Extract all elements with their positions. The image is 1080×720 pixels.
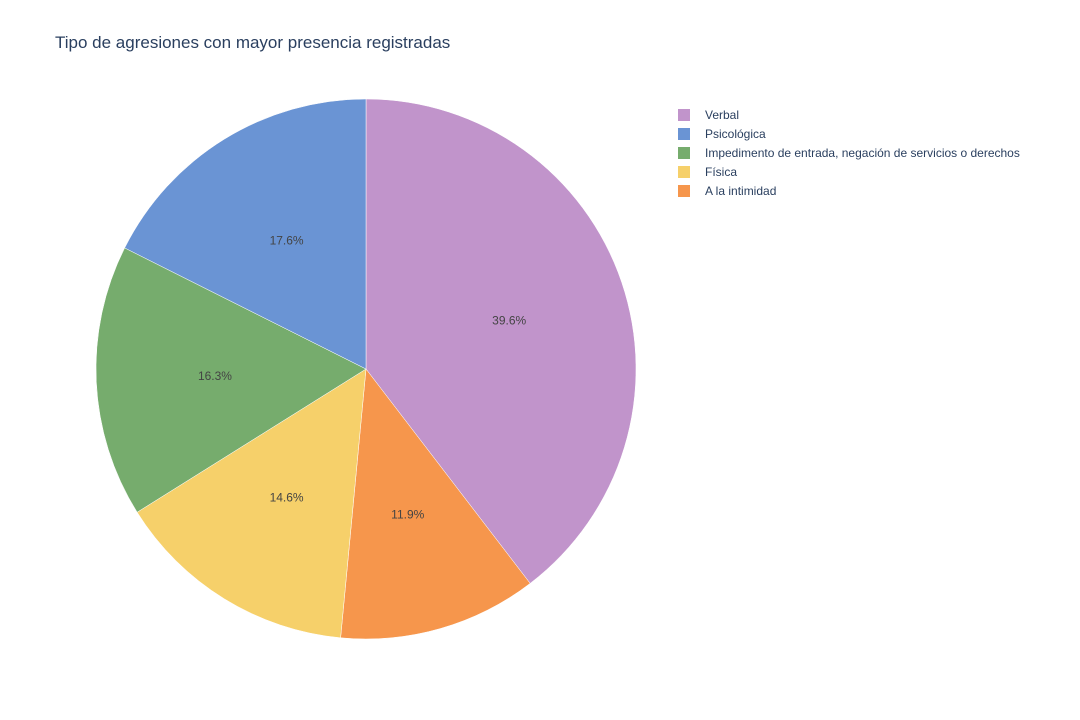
legend-item-psicologica[interactable]: Psicológica bbox=[678, 124, 1020, 143]
legend-item-verbal[interactable]: Verbal bbox=[678, 105, 1020, 124]
pie-slice-psicologica[interactable] bbox=[124, 98, 367, 370]
legend-label-psicologica: Psicológica bbox=[705, 126, 766, 141]
legend-swatch-verbal bbox=[678, 108, 690, 121]
slice-label-fisica: 14.6% bbox=[270, 491, 304, 505]
legend-item-impedimento-de-entrada-negacion-de-servicios-o-derechos[interactable]: Impedimento de entrada, negación de serv… bbox=[678, 143, 1020, 162]
legend: Verbal Psicológica Impedimento de entrada,… bbox=[678, 105, 1020, 200]
legend-label-impedimento-de-entrada-negacion-de-servicios-o-derechos: Impedimento de entrada, negación de serv… bbox=[705, 145, 1020, 160]
slice-label-a-la-intimidad: 11.9% bbox=[391, 507, 424, 521]
pie-slice-a-la-intimidad[interactable] bbox=[340, 368, 531, 640]
legend-swatch-impedimento-de-entrada-negacion-de-servicios-o-derechos bbox=[678, 146, 690, 159]
legend-label-a-la-intimidad: A la intimidad bbox=[705, 183, 777, 198]
slice-label-psicologica: 17.6% bbox=[270, 233, 304, 247]
pie-slice-impedimento-de-entrada-negacion-de-servicios-o-derechos[interactable] bbox=[95, 247, 367, 513]
slice-label-verbal: 39.6% bbox=[492, 313, 526, 327]
legend-item-fisica[interactable]: Física bbox=[678, 162, 1020, 181]
pie-slice-fisica[interactable] bbox=[136, 368, 367, 639]
legend-swatch-a-la-intimidad bbox=[678, 184, 690, 197]
legend-item-a-la-intimidad[interactable]: A la intimidad bbox=[678, 181, 1020, 200]
legend-swatch-psicologica bbox=[678, 127, 690, 140]
pie-slices bbox=[95, 98, 637, 640]
legend-label-verbal: Verbal bbox=[705, 107, 740, 122]
pie-slice-verbal[interactable] bbox=[365, 98, 637, 584]
chart-title: Tipo de agresiones con mayor presencia r… bbox=[55, 33, 451, 52]
legend-swatch-fisica bbox=[678, 165, 690, 178]
legend-label-fisica: Física bbox=[705, 164, 738, 179]
pie-labels: 39.6% 11.9% 14.6% 16.3% 17.6% bbox=[198, 233, 527, 521]
slice-label-impedimento-de-entrada-negacion-de-servicios-o-derechos: 16.3% bbox=[198, 369, 232, 383]
